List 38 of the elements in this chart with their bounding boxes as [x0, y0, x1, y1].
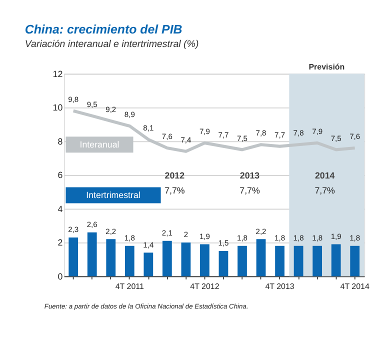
bar: [218, 250, 228, 276]
bar: [350, 246, 360, 276]
annotation: 7,7%: [314, 186, 336, 196]
annotation: 2014: [314, 170, 335, 180]
y-tick-label: 12: [52, 68, 63, 79]
y-tick-label: 2: [58, 238, 63, 248]
y-tick-label: 8: [58, 136, 63, 146]
bar: [124, 246, 134, 276]
annotation: 2013: [240, 170, 260, 180]
annotation: 7,7%: [240, 186, 260, 196]
text: Intertrimestral: [86, 190, 140, 200]
x-tick-label: 4T 2011: [115, 282, 144, 292]
bar: [275, 246, 284, 276]
bar: [144, 252, 154, 276]
chart-subtitle: Variación interanual e intertrimestral (%): [24, 39, 199, 50]
bar: [331, 244, 341, 276]
y-tick-label: 0: [58, 271, 63, 282]
x-tick-label: 4T 2012: [190, 282, 220, 292]
x-tick-label: 4T 2013: [265, 282, 295, 292]
bar: [68, 237, 78, 276]
chart-title: China: crecimiento del PIB: [24, 22, 182, 37]
bar: [106, 239, 116, 276]
bar: [312, 246, 322, 276]
x-tick-label: 4T 2014: [340, 282, 370, 292]
bar: [256, 239, 266, 276]
annotation: 2012: [164, 170, 185, 180]
bar: [162, 240, 172, 276]
y-tick-label: 6: [58, 170, 63, 180]
bar: [181, 242, 191, 276]
bar: [238, 246, 247, 276]
bar: [87, 232, 97, 276]
y-tick-label: 4: [58, 204, 63, 214]
bar: [200, 244, 210, 276]
band-label: Previsión: [308, 62, 345, 72]
annotation: 7,7%: [164, 186, 185, 196]
y-tick-label: 10: [52, 102, 63, 113]
series-label: Interanual: [80, 139, 120, 150]
bar: [294, 246, 304, 276]
